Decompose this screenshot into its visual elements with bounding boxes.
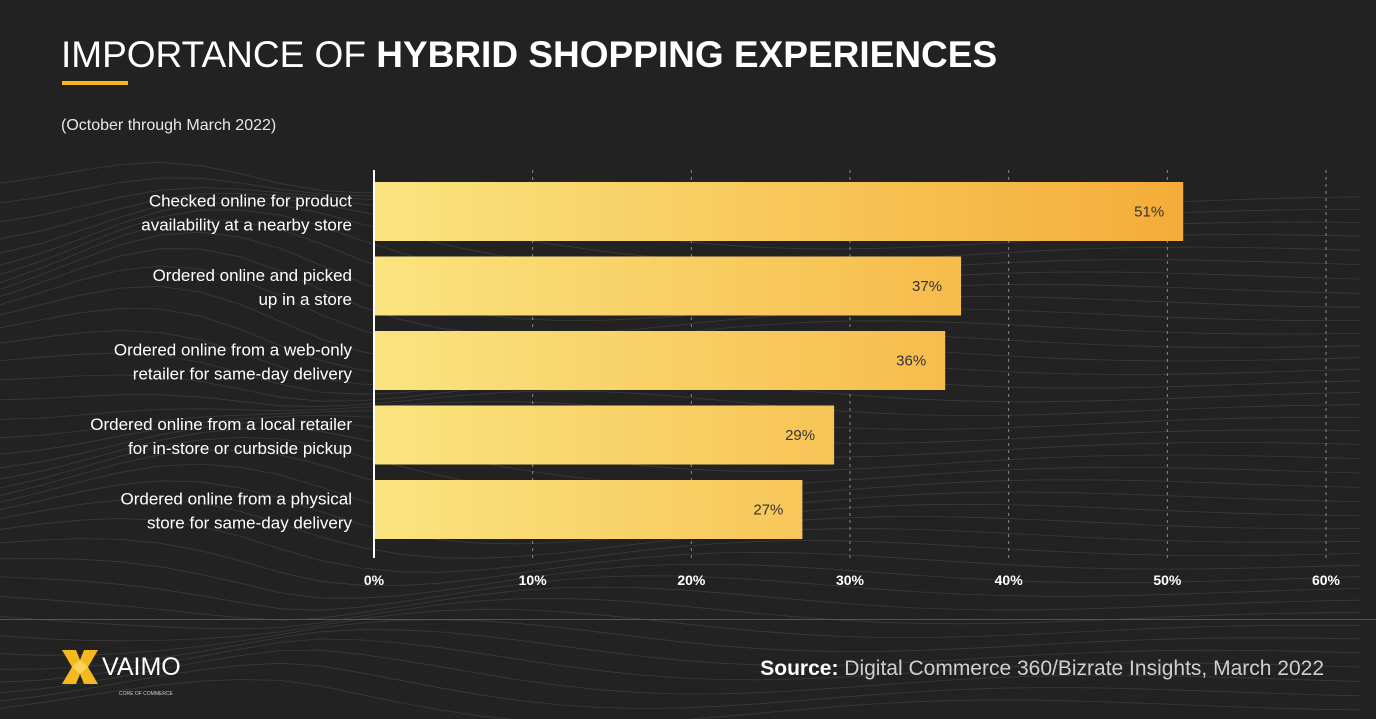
mesh-line: [0, 420, 1361, 472]
vaimo-x-icon: VAIMO CORE OF COMMERCE: [62, 650, 181, 697]
bar: [374, 256, 962, 316]
category-label: Ordered online from a physical: [120, 490, 352, 509]
x-tick-label: 0%: [364, 572, 385, 588]
mesh-line: [0, 649, 1361, 695]
source-label: Source:: [760, 657, 839, 680]
mesh-line: [0, 517, 1361, 573]
mesh-line: [0, 597, 1361, 630]
mesh-line: [0, 575, 1361, 611]
title-bold: HYBRID SHOPPING EXPERIENCES: [376, 34, 998, 75]
category-label: Checked online for product: [149, 192, 352, 211]
mesh-line: [0, 586, 1361, 621]
x-tick-label: 20%: [677, 572, 706, 588]
mesh-line: [0, 231, 1361, 322]
data-label: 37%: [912, 278, 942, 295]
mesh-line: [0, 608, 1361, 642]
page-title: IMPORTANCE OF HYBRID SHOPPING EXPERIENCE…: [61, 34, 997, 76]
mesh-line: [0, 538, 1361, 587]
category-label: Ordered online from a web-only: [114, 341, 353, 360]
x-tick-label: 10%: [519, 572, 548, 588]
title-light: IMPORTANCE OF: [61, 34, 377, 75]
category-label: for in-store or curbside pickup: [128, 439, 352, 458]
mesh-line: [0, 619, 1361, 656]
subtitle: (October through March 2022): [61, 117, 277, 134]
x-tick-label: 60%: [1312, 572, 1341, 588]
source-note: Source: Digital Commerce 360/Bizrate Ins…: [760, 657, 1324, 681]
category-label: up in a store: [258, 290, 352, 309]
mesh-line: [0, 638, 1361, 683]
x-tick-label: 40%: [995, 572, 1024, 588]
bar: [374, 480, 803, 539]
footer-divider: [0, 619, 1376, 620]
category-label: retailer for same-day delivery: [133, 365, 353, 384]
mesh-line: [0, 498, 1361, 559]
category-label: Ordered online from a local retailer: [90, 415, 352, 434]
data-label: 36%: [896, 353, 926, 370]
data-label: 29%: [785, 427, 815, 444]
source-text: Digital Commerce 360/Bizrate Insights, M…: [838, 657, 1324, 680]
mesh-line: [0, 629, 1361, 670]
category-label: availability at a nearby store: [141, 216, 352, 235]
x-tick-label: 30%: [836, 572, 865, 588]
x-tick-label: 50%: [1153, 572, 1182, 588]
category-label: Ordered online and picked: [153, 266, 352, 285]
data-label: 51%: [1134, 204, 1164, 221]
bar: [374, 182, 1184, 241]
mesh-line: [0, 662, 1361, 709]
mesh-line: [0, 248, 1360, 336]
mesh-line: [0, 679, 1361, 719]
mesh-line: [0, 390, 1361, 416]
logo-text: VAIMO: [102, 653, 181, 681]
title-underline: [62, 81, 128, 85]
vaimo-logo: VAIMO CORE OF COMMERCE: [60, 648, 190, 705]
bar-chart: 0% 10% 20% 30% 40% 50% 60% 51% Checked online fo…: [90, 170, 1341, 588]
logo-tagline: CORE OF COMMERCE: [119, 691, 174, 697]
bar: [374, 331, 946, 390]
category-label: store for same-day delivery: [147, 514, 353, 533]
data-label: 27%: [753, 502, 783, 519]
bar: [374, 405, 835, 465]
mesh-line: [0, 557, 1361, 599]
